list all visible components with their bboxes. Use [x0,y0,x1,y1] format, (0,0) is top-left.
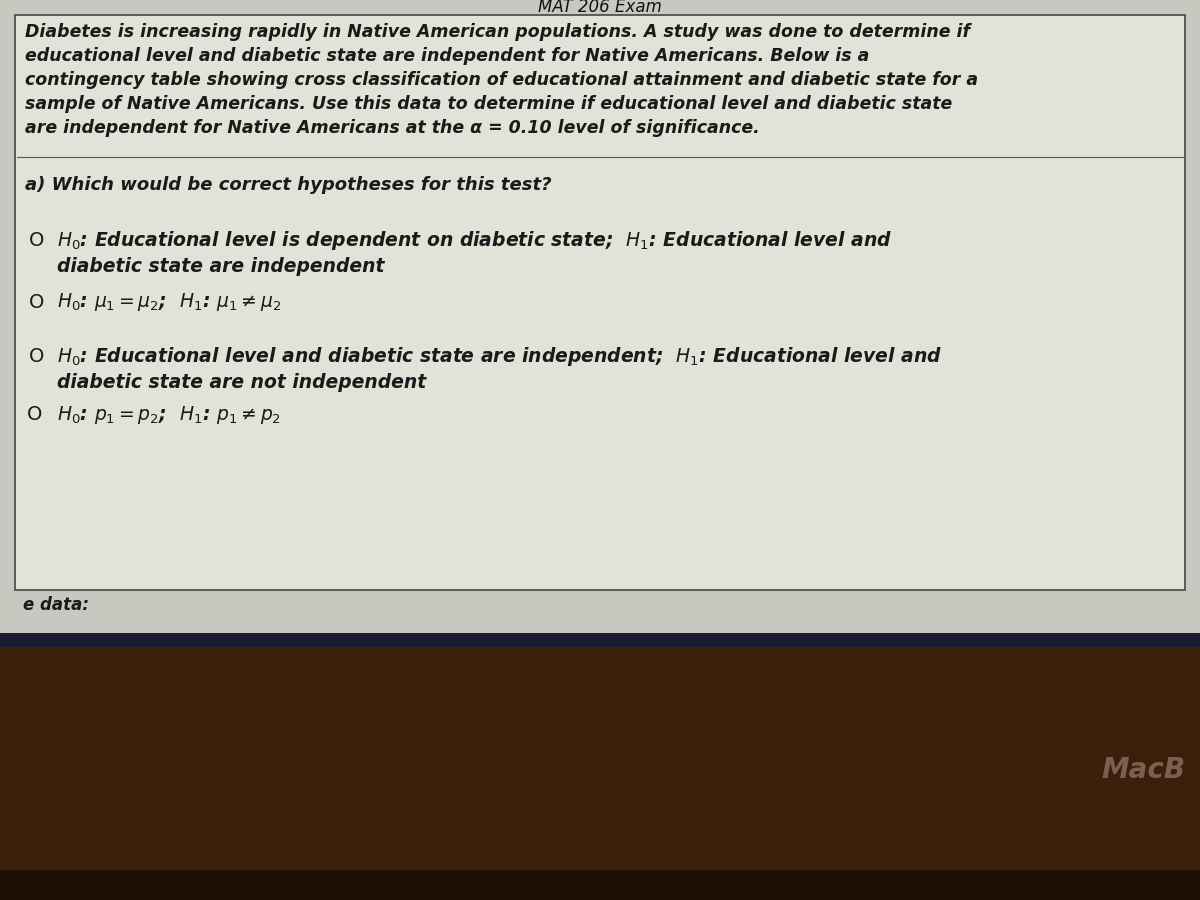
Text: O: O [29,292,44,311]
Bar [14,15,1186,590]
Text: O: O [29,230,44,249]
Bar [0,645,1200,900]
Text: diabetic state are not independent: diabetic state are not independent [58,374,426,392]
Text: $H_0$: Educational level and diabetic state are independent;  $H_1$: Educational: $H_0$: Educational level and diabetic st… [58,346,942,368]
Text: $H_0$: $\mu_1 = \mu_2$;  $H_1$: $\mu_1 \neq \mu_2$: $H_0$: $\mu_1 = \mu_2$; $H_1$: $\mu_1 \n… [58,291,281,313]
Bar [0,633,1200,647]
Text: MacB: MacB [1102,756,1186,784]
Bar [0,870,1200,900]
Text: O: O [29,347,44,366]
Text: diabetic state are independent: diabetic state are independent [58,256,384,275]
Text: e data:: e data: [23,596,89,614]
Text: educational level and diabetic state are independent for Native Americans. Below: educational level and diabetic state are… [25,47,869,65]
Text: a) Which would be correct hypotheses for this test?: a) Which would be correct hypotheses for… [25,176,552,194]
Text: MAT 206 Exam: MAT 206 Exam [538,0,662,16]
Text: Diabetes is increasing rapidly in Native American populations. A study was done : Diabetes is increasing rapidly in Native… [25,23,970,41]
Bar [0,0,1200,645]
Text: $H_0$: Educational level is dependent on diabetic state;  $H_1$: Educational lev: $H_0$: Educational level is dependent on… [58,229,892,251]
Text: O: O [28,406,42,425]
Text: are independent for Native Americans at the α = 0.10 level of significance.: are independent for Native Americans at … [25,119,760,137]
Text: contingency table showing cross classification of educational attainment and dia: contingency table showing cross classifi… [25,71,978,89]
Text: sample of Native Americans. Use this data to determine if educational level and : sample of Native Americans. Use this dat… [25,95,953,113]
Text: $H_0$: $p_1 = p_2$;  $H_1$: $p_1 \neq p_2$: $H_0$: $p_1 = p_2$; $H_1$: $p_1 \neq p_2… [58,404,281,426]
